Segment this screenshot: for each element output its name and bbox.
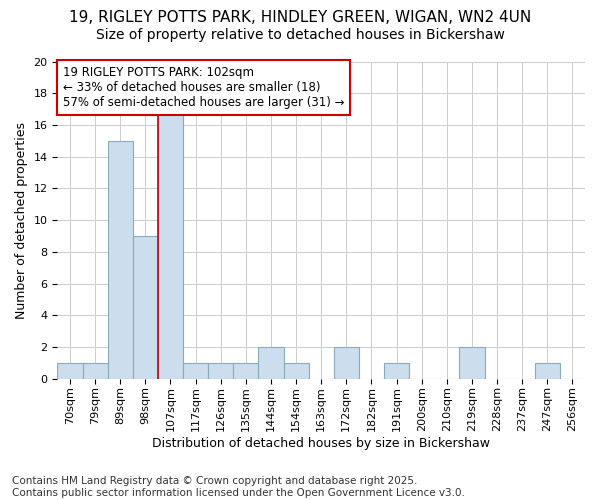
Text: 19 RIGLEY POTTS PARK: 102sqm
← 33% of detached houses are smaller (18)
57% of se: 19 RIGLEY POTTS PARK: 102sqm ← 33% of de… — [62, 66, 344, 110]
Bar — [83, 363, 107, 378]
Bar — [259, 347, 284, 378]
Text: 19, RIGLEY POTTS PARK, HINDLEY GREEN, WIGAN, WN2 4UN: 19, RIGLEY POTTS PARK, HINDLEY GREEN, WI… — [69, 10, 531, 25]
Bar — [535, 363, 560, 378]
Text: Size of property relative to detached houses in Bickershaw: Size of property relative to detached ho… — [95, 28, 505, 42]
Bar — [334, 347, 359, 378]
Bar — [107, 141, 133, 378]
Bar — [133, 236, 158, 378]
Bar — [384, 363, 409, 378]
Bar — [183, 363, 208, 378]
Y-axis label: Number of detached properties: Number of detached properties — [15, 122, 28, 318]
Text: Contains HM Land Registry data © Crown copyright and database right 2025.
Contai: Contains HM Land Registry data © Crown c… — [12, 476, 465, 498]
Bar — [208, 363, 233, 378]
Bar — [284, 363, 308, 378]
X-axis label: Distribution of detached houses by size in Bickershaw: Distribution of detached houses by size … — [152, 437, 490, 450]
Bar — [460, 347, 485, 378]
Bar — [233, 363, 259, 378]
Bar — [58, 363, 83, 378]
Bar — [158, 109, 183, 378]
